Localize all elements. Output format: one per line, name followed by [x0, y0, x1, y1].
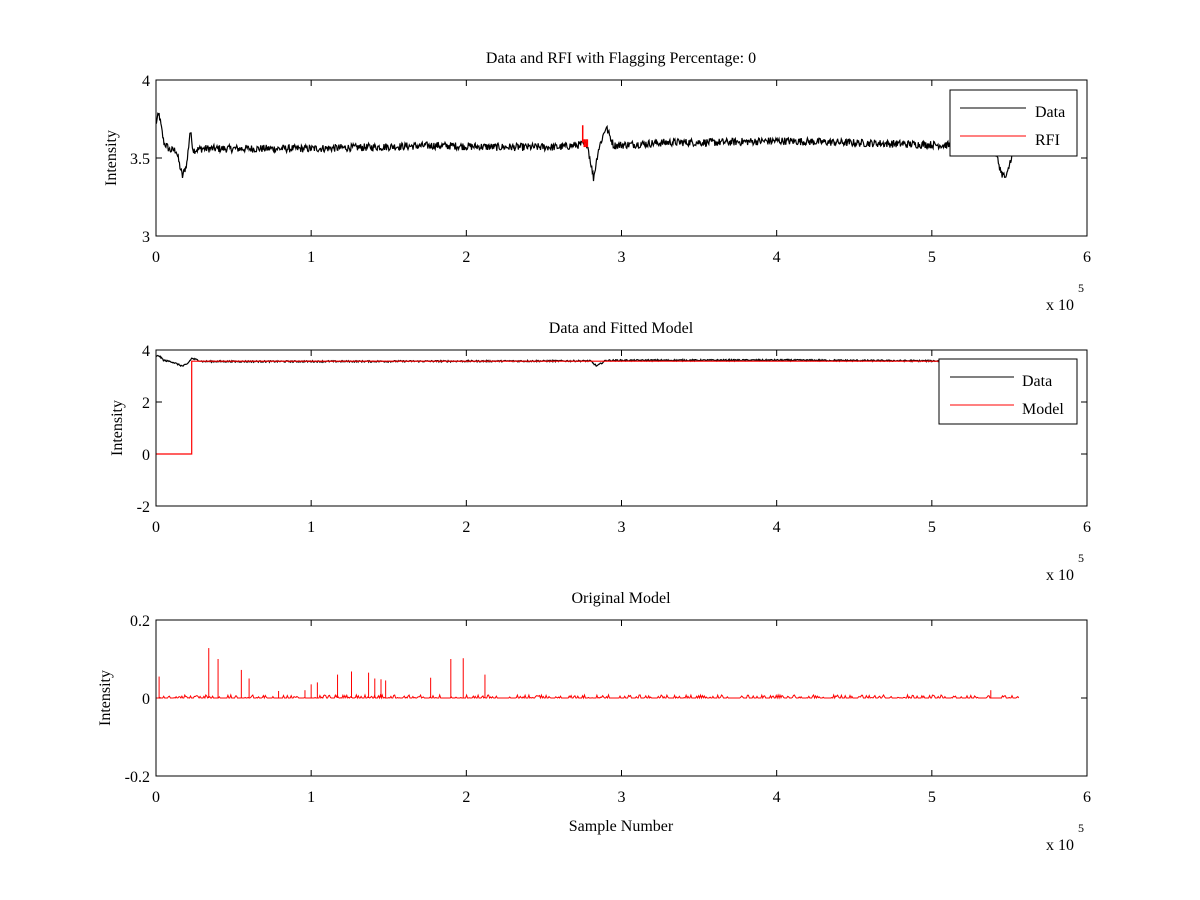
- x-tick-label: 4: [773, 249, 781, 266]
- panel-2-legend-box: [938, 358, 1078, 425]
- x-tick-label: 6: [1083, 249, 1091, 266]
- panel-3-title: Original Model: [571, 590, 671, 607]
- y-tick-label: 4: [142, 343, 150, 360]
- panel-2-x-exponent: 5: [1078, 551, 1084, 565]
- panel-3-xlabel: Sample Number: [569, 818, 674, 835]
- y-tick-label: 0.2: [130, 613, 150, 630]
- panel-3-x-exponent: 5: [1078, 821, 1084, 835]
- panel-1-ylabel: Intensity: [103, 130, 120, 186]
- panel-data-and-fitted-model: Data and Fitted Model Intensity 0 1 2 3 4 5 6 -…: [109, 320, 1091, 584]
- y-tick-label: 4: [142, 73, 150, 90]
- panel-3-ticks: 0 1 2 3 4 5 6-0.200.2: [125, 613, 1091, 806]
- x-tick-label: 5: [928, 249, 936, 266]
- panel-3-ylabel: Intensity: [97, 670, 114, 726]
- series-line-original-model: [156, 693, 1020, 700]
- y-tick-label: 0: [142, 447, 150, 464]
- panel-data-and-rfi: Data and RFI with Flagging Percentage: 0…: [103, 50, 1091, 314]
- y-tick-label: 0: [142, 691, 150, 708]
- panel-1-series: [155, 112, 1020, 182]
- x-tick-label: 2: [462, 789, 470, 806]
- x-tick-label: 0: [152, 519, 160, 536]
- panel-3-x-multiplier: x 10: [1046, 837, 1074, 854]
- x-tick-label: 1: [307, 249, 315, 266]
- x-tick-label: 3: [618, 249, 626, 266]
- panel-2-axes-box: [155, 349, 1088, 507]
- x-tick-label: 3: [618, 789, 626, 806]
- x-tick-label: 2: [462, 249, 470, 266]
- x-tick-label: 4: [773, 789, 781, 806]
- x-tick-label: 3: [618, 519, 626, 536]
- panel-2-legend-data-label: Data: [1022, 373, 1052, 390]
- y-tick-label: 3: [142, 229, 150, 246]
- panel-2-ylabel: Intensity: [109, 400, 126, 456]
- x-tick-label: 6: [1083, 789, 1091, 806]
- panel-1-title: Data and RFI with Flagging Percentage: 0: [486, 50, 756, 67]
- x-tick-label: 5: [928, 789, 936, 806]
- x-tick-label: 1: [307, 519, 315, 536]
- x-tick-label: 0: [152, 789, 160, 806]
- x-tick-label: 6: [1083, 519, 1091, 536]
- series-line-data: [155, 112, 1020, 182]
- panel-2-legend-model-label: Model: [1022, 401, 1064, 418]
- panel-1-legend-box: [949, 89, 1078, 157]
- panel-1-x-exponent: 5: [1078, 281, 1084, 295]
- y-tick-label: 2: [142, 395, 150, 412]
- panel-1-x-multiplier: x 10: [1046, 297, 1074, 314]
- x-tick-label: 1: [307, 789, 315, 806]
- panel-1-axes-box: [155, 79, 1088, 237]
- series-line-model: [156, 360, 1019, 455]
- panel-2-series: [155, 354, 1019, 455]
- panel-2-x-multiplier: x 10: [1046, 567, 1074, 584]
- x-tick-label: 0: [152, 249, 160, 266]
- panel-1-legend-rfi-label: RFI: [1035, 132, 1060, 149]
- x-tick-label: 4: [773, 519, 781, 536]
- y-tick-label: 3.5: [130, 151, 150, 168]
- x-tick-label: 5: [928, 519, 936, 536]
- panel-original-model: Original Model Intensity 0 1 2 3 4 5 6-0.200.2…: [97, 590, 1091, 854]
- y-tick-label: -2: [137, 499, 150, 516]
- panel-2-title: Data and Fitted Model: [549, 320, 694, 337]
- x-tick-label: 2: [462, 519, 470, 536]
- panel-1-legend-data-label: Data: [1035, 104, 1065, 121]
- panel-3-series: [156, 648, 1020, 700]
- panel-1-legend: Data RFI: [949, 89, 1078, 157]
- panel-3-axes-box: [155, 619, 1088, 777]
- y-tick-label: -0.2: [125, 769, 150, 786]
- panel-2-legend: Data Model: [938, 358, 1078, 425]
